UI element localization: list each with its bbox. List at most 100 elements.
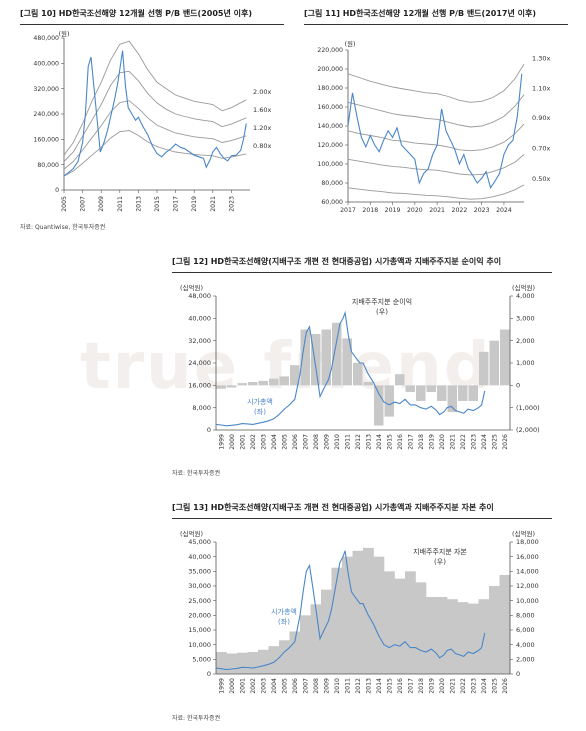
- x-tick-label: 2022: [460, 678, 467, 694]
- x-tick-label: 2024: [496, 207, 512, 214]
- x-tick-label: 2013: [135, 196, 142, 212]
- y2-axis-unit: (십억원): [512, 283, 535, 292]
- y-tick-label: 25,000: [188, 597, 211, 605]
- x-tick-label: 2024: [481, 678, 488, 694]
- pb-band-line: [347, 94, 525, 128]
- net-income-bar: [500, 329, 510, 386]
- equity-area-step: [499, 575, 511, 674]
- x-tick-label: 2017: [340, 207, 356, 214]
- x-tick-label: 2021: [429, 207, 445, 214]
- x-tick-label: 2000: [229, 678, 236, 694]
- net-income-bar: [300, 329, 310, 386]
- net-income-bar: [321, 329, 331, 386]
- net-income-bar: [279, 376, 289, 386]
- chart10-title-rule: [20, 24, 284, 25]
- equity-area-step: [216, 652, 227, 674]
- annotation-net-income-axis: (우): [376, 308, 388, 316]
- net-income-bar: [363, 381, 373, 386]
- x-tick-label: 2019: [385, 207, 401, 214]
- x-tick-label: 2002: [250, 434, 257, 450]
- x-tick-label: 2014: [376, 678, 383, 694]
- net-income-bar: [374, 385, 384, 426]
- equity-area-step: [352, 550, 364, 674]
- y-tick-label: 16,000: [188, 382, 211, 390]
- net-income-bar: [447, 385, 457, 413]
- x-tick-label: 2009: [323, 434, 330, 450]
- x-tick-label: 2011: [117, 196, 124, 212]
- y2-tick-label: (1,000): [516, 404, 540, 412]
- y-tick-label: 24,000: [188, 359, 211, 367]
- chart13-title-rule: [172, 518, 552, 519]
- x-tick-label: 2004: [271, 678, 278, 694]
- equity-area-step: [279, 640, 290, 674]
- x-tick-label: 2019: [428, 678, 435, 694]
- x-tick-label: 2012: [355, 434, 362, 450]
- equity-area-step: [237, 652, 248, 674]
- net-income-bar: [384, 385, 394, 417]
- y-tick-label: 0: [207, 426, 211, 434]
- x-tick-label: 2016: [397, 434, 404, 450]
- pb-band-line: [63, 100, 247, 170]
- x-tick-label: 2026: [502, 678, 509, 694]
- x-tick-label: 2024: [481, 434, 488, 450]
- x-tick-label: 2023: [474, 207, 490, 214]
- y2-tick-label: 4,000: [516, 292, 535, 300]
- y2-tick-label: 0: [516, 670, 520, 678]
- x-tick-label: 2009: [323, 678, 330, 694]
- y-tick-label: 140,000: [317, 123, 343, 130]
- x-tick-label: 2018: [362, 207, 378, 214]
- market-cap-line: [215, 310, 486, 427]
- x-tick-label: 2021: [449, 678, 456, 694]
- chart12-svg: 08,00016,00024,00032,00040,00048,000(십억원…: [180, 283, 540, 450]
- x-tick-label: 2002: [250, 678, 257, 694]
- x-tick-label: 2013: [365, 678, 372, 694]
- x-tick-label: 2005: [281, 434, 288, 450]
- y2-tick-label: 4,000: [516, 641, 535, 649]
- band-label: 2.00x: [253, 88, 271, 96]
- y-tick-label: 20,000: [188, 612, 211, 620]
- equity-area-step: [373, 556, 385, 674]
- y-tick-label: 8,000: [192, 404, 211, 412]
- x-tick-label: 2025: [491, 434, 498, 450]
- net-income-bar: [290, 365, 300, 386]
- net-income-bar: [405, 385, 415, 393]
- x-tick-label: 2021: [210, 196, 217, 212]
- band-label: 0.70x: [532, 145, 550, 153]
- x-tick-label: 2020: [439, 434, 446, 450]
- net-income-bar: [426, 385, 436, 393]
- x-tick-label: 2013: [365, 434, 372, 450]
- annotation-net-income: 지배주주지분 순이익: [352, 297, 412, 306]
- pb-band-line: [347, 184, 525, 200]
- y-tick-label: 240,000: [33, 111, 59, 118]
- chart13-title: [그림 13] HD한국조선해양(지배구조 개편 전 현대중공업) 시가총액과 …: [172, 503, 494, 512]
- y2-tick-label: 6,000: [516, 626, 535, 634]
- x-tick-label: 2023: [470, 434, 477, 450]
- x-tick-label: 2000: [229, 434, 236, 450]
- equity-area-step: [457, 602, 469, 674]
- x-tick-label: 2011: [344, 678, 351, 694]
- equity-area-step: [226, 653, 238, 674]
- y-tick-label: 35,000: [188, 568, 211, 576]
- equity-area-step: [405, 571, 416, 674]
- x-tick-label: 2015: [154, 196, 161, 212]
- x-tick-label: 2001: [239, 678, 246, 694]
- x-tick-label: 2005: [281, 678, 288, 694]
- x-tick-label: 2017: [407, 434, 414, 450]
- pb-band-line: [63, 40, 247, 156]
- x-tick-label: 2022: [452, 207, 468, 214]
- x-tick-label: 2016: [397, 678, 404, 694]
- x-tick-label: 2023: [228, 196, 235, 212]
- equity-area-step: [447, 599, 458, 674]
- y-tick-label: 0: [55, 187, 59, 194]
- y2-tick-label: 1,000: [516, 359, 535, 367]
- x-tick-label: 2010: [334, 434, 341, 450]
- pb-band-line: [63, 130, 247, 177]
- x-tick-label: 2006: [292, 678, 299, 694]
- y-tick-label: 160,000: [317, 104, 343, 111]
- x-tick-label: 2007: [302, 678, 309, 694]
- x-tick-label: 2007: [302, 434, 309, 450]
- y-tick-label: 5,000: [192, 656, 211, 664]
- chart11-svg: 60,000 80,000 100,000 120,000 140,000 160,000…: [317, 39, 550, 214]
- net-income-bar: [227, 385, 237, 388]
- x-tick-label: 2022: [460, 434, 467, 450]
